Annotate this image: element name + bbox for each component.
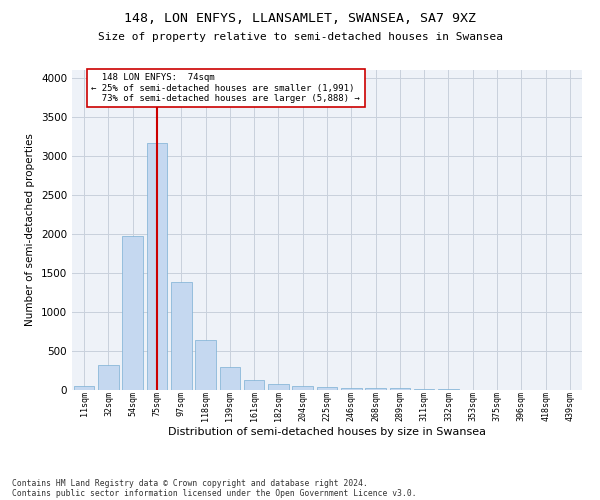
Bar <box>74 386 94 390</box>
Bar <box>268 384 289 390</box>
Bar <box>171 282 191 390</box>
Bar <box>341 388 362 390</box>
Bar <box>414 389 434 390</box>
Text: Contains HM Land Registry data © Crown copyright and database right 2024.: Contains HM Land Registry data © Crown c… <box>12 478 368 488</box>
Bar <box>122 236 143 390</box>
X-axis label: Distribution of semi-detached houses by size in Swansea: Distribution of semi-detached houses by … <box>168 427 486 437</box>
Text: 148 LON ENFYS:  74sqm
← 25% of semi-detached houses are smaller (1,991)
  73% of: 148 LON ENFYS: 74sqm ← 25% of semi-detac… <box>91 73 360 103</box>
Bar <box>220 366 240 390</box>
Bar <box>244 380 265 390</box>
Y-axis label: Number of semi-detached properties: Number of semi-detached properties <box>25 134 35 326</box>
Bar <box>365 388 386 390</box>
Bar <box>438 389 459 390</box>
Text: 148, LON ENFYS, LLANSAMLET, SWANSEA, SA7 9XZ: 148, LON ENFYS, LLANSAMLET, SWANSEA, SA7… <box>124 12 476 26</box>
Bar <box>292 386 313 390</box>
Bar <box>98 365 119 390</box>
Bar <box>146 144 167 390</box>
Bar <box>389 388 410 390</box>
Bar <box>195 340 216 390</box>
Text: Size of property relative to semi-detached houses in Swansea: Size of property relative to semi-detach… <box>97 32 503 42</box>
Bar <box>317 387 337 390</box>
Text: Contains public sector information licensed under the Open Government Licence v3: Contains public sector information licen… <box>12 488 416 498</box>
